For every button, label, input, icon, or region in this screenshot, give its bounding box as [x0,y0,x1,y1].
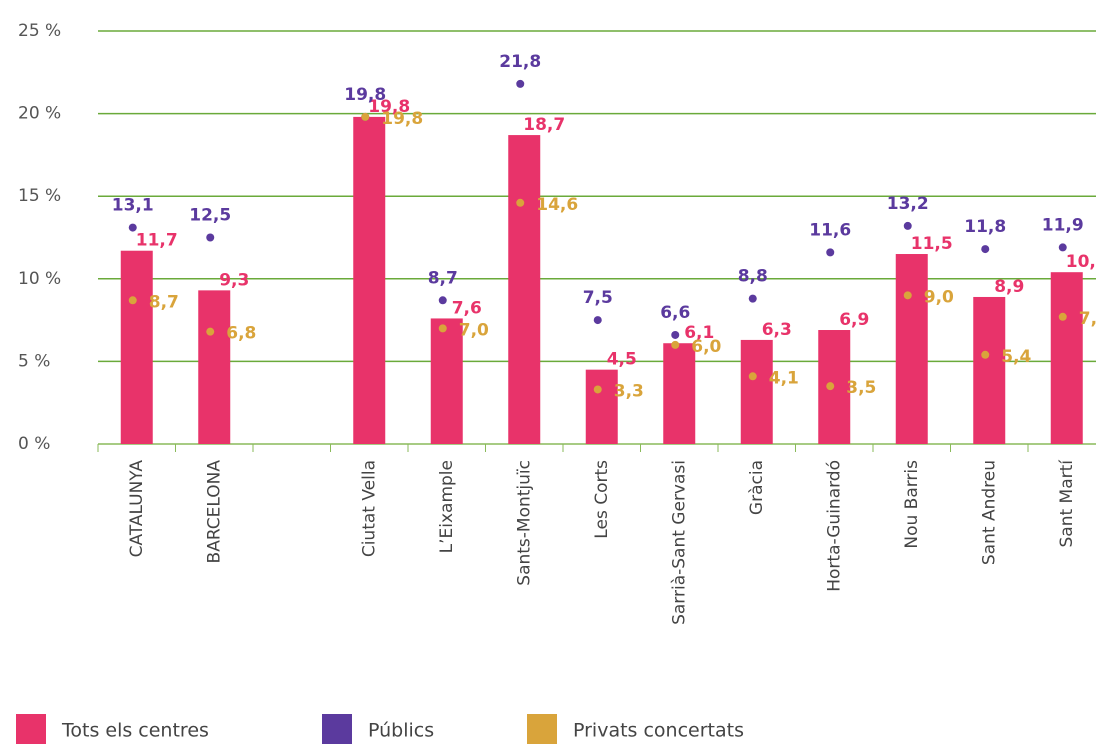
legend-swatch [16,714,46,744]
dot [206,233,215,242]
legend-swatch [527,714,557,744]
value-label: 11,5 [911,234,953,254]
bar [430,318,463,444]
x-tick-label: Ciutat Vella [359,460,379,557]
bar [663,343,696,444]
value-label: 8,9 [994,277,1024,297]
bar [585,369,618,444]
value-label: 3,5 [846,378,876,398]
legend-swatch [322,714,352,744]
dot [128,223,137,232]
x-tick-label: BARCELONA [204,460,224,564]
dot [981,350,990,359]
value-label: 12,5 [189,206,231,226]
y-tick-label: 25 % [18,21,61,41]
x-tick-label: Sarrià-Sant Gervasi [669,460,689,625]
dot [903,291,912,300]
value-label: 11,6 [809,220,851,240]
value-label: 6,1 [684,323,714,343]
legend-label: Privats concertats [573,720,744,742]
bar [198,290,231,444]
y-tick-label: 20 % [18,104,61,124]
value-label: 18,7 [523,115,565,135]
x-tick-label: Horta-Guinardó [824,460,844,592]
value-label: 4,1 [769,368,799,388]
dot [903,221,912,230]
value-label: 7,0 [459,320,489,340]
bar [1050,272,1083,444]
dot [361,112,370,121]
dot [748,372,757,381]
value-label: 13,1 [112,196,154,216]
y-tick-label: 0 % [18,434,50,454]
value-label: 7,7 [1079,309,1096,329]
legend-label: Públics [368,720,434,742]
y-tick-label: 10 % [18,269,61,289]
dot [438,296,447,305]
value-label: 3,3 [614,381,644,401]
x-tick-label: Sants-Montjuïc [514,460,534,586]
value-label: 11,9 [1042,215,1084,235]
dot [128,296,137,305]
dot [981,245,990,254]
value-label: 19,8 [368,97,410,117]
value-label: 5,4 [1001,347,1031,367]
dot [671,330,680,339]
dot [748,294,757,303]
bar [973,296,1006,444]
value-label: 6,0 [691,337,721,357]
x-tick-label: Sant Andreu [979,460,999,565]
value-label: 9,0 [924,287,954,307]
dot [1058,243,1067,252]
value-label: 6,9 [839,310,869,330]
bar [120,250,153,444]
dot [826,382,835,391]
value-label: 4,5 [607,350,637,370]
value-label: 9,3 [219,270,249,290]
x-tick-label: Nou Barris [902,460,922,549]
value-label: 13,2 [887,194,929,214]
bar [353,116,386,445]
dot [438,324,447,333]
x-tick-label: Les Corts [592,460,612,539]
bar [740,339,773,444]
value-label: 8,8 [738,267,768,287]
value-label: 10,4 [1066,252,1096,272]
y-tick-label: 5 % [18,351,50,371]
value-label: 7,5 [583,288,613,308]
value-label: 11,8 [964,217,1006,237]
value-label: 19,8 [381,109,423,129]
value-label: 19,8 [344,85,386,105]
dot [516,198,525,207]
value-label: 8,7 [149,292,179,312]
bar [508,135,541,445]
dot [593,316,602,325]
dot [671,340,680,349]
dot [826,248,835,257]
y-tick-label: 15 % [18,186,61,206]
value-label: 7,6 [452,298,482,318]
dot [516,79,525,88]
value-label: 11,7 [136,231,178,251]
x-tick-label: Sant Martí [1057,459,1077,548]
value-label: 8,7 [428,268,458,288]
x-tick-label: Gràcia [747,460,767,515]
value-label: 6,3 [762,320,792,340]
value-label: 6,8 [226,324,256,344]
value-label: 21,8 [499,52,541,72]
bar [818,330,851,444]
value-label: 6,6 [660,303,690,323]
legend-label: Tots els centres [61,720,209,742]
dot [1058,312,1067,321]
bar [895,254,928,444]
x-tick-label: L’Eixample [437,460,457,553]
dot [206,327,215,336]
x-tick-label: CATALUNYA [127,460,147,558]
value-label: 14,6 [536,195,578,215]
dot [593,385,602,394]
